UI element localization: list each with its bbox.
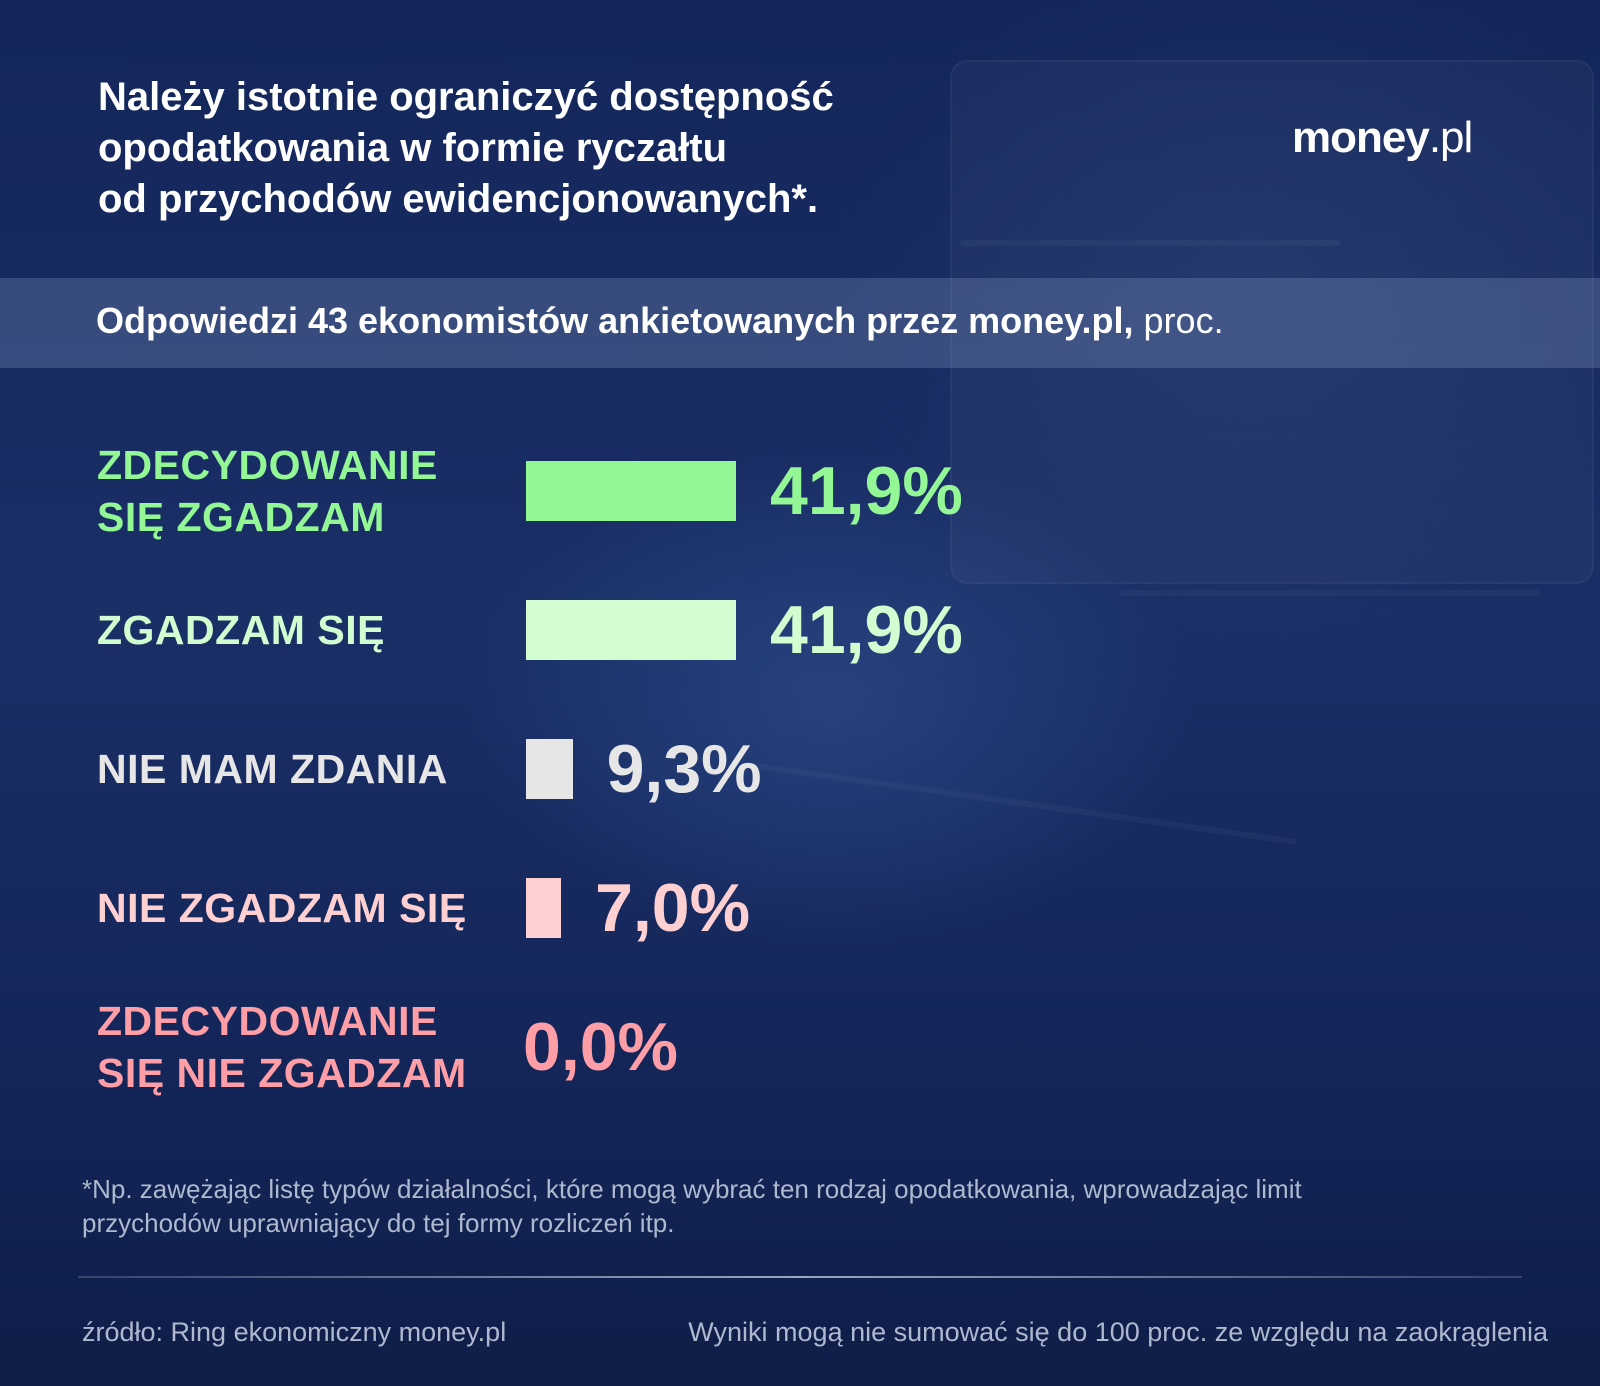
- category-label: ZGADZAM SIĘ: [97, 607, 385, 653]
- category-label: ZDECYDOWANIE SIĘ ZGADZAM: [97, 442, 438, 540]
- footnote: *Np. zawężając listę typów działalności,…: [82, 1174, 1302, 1238]
- value-label: 41,9%: [770, 592, 963, 668]
- money-pl-logo: money.pl: [1292, 113, 1473, 163]
- bar: [526, 739, 573, 799]
- background-decor-line: [960, 240, 1340, 246]
- rounding-note: Wyniki mogą nie sumować się do 100 proc.…: [688, 1317, 1548, 1347]
- background-decor-line: [1120, 590, 1540, 596]
- value-label: 9,3%: [606, 731, 762, 807]
- chart-title: Należy istotnie ograniczyć dostępność op…: [98, 75, 834, 221]
- background-monitor-shape: [950, 60, 1594, 584]
- subtitle-band: Odpowiedzi 43 ekonomistów ankietowanych …: [0, 278, 1600, 368]
- value-label: 7,0%: [595, 870, 751, 946]
- footer-divider: [78, 1276, 1522, 1278]
- subtitle-unit: proc.: [1133, 300, 1224, 341]
- bar: [526, 600, 736, 660]
- subtitle-bold: Odpowiedzi 43 ekonomistów ankietowanych …: [96, 300, 1134, 341]
- value-label: 0,0%: [523, 1009, 678, 1085]
- bar: [526, 878, 562, 938]
- category-label: NIE ZGADZAM SIĘ: [97, 885, 467, 931]
- value-label: 41,9%: [770, 453, 963, 529]
- background-decor-line: [742, 761, 1297, 845]
- category-label: NIE MAM ZDANIA: [97, 746, 448, 792]
- chart-subtitle: Odpowiedzi 43 ekonomistów ankietowanych …: [96, 300, 1224, 342]
- logo-pl-text: .pl: [1428, 113, 1473, 162]
- category-label: ZDECYDOWANIE SIĘ NIE ZGADZAM: [97, 998, 467, 1096]
- source-text: źródło: Ring ekonomiczny money.pl: [82, 1317, 507, 1347]
- logo-money-text: money: [1292, 113, 1430, 162]
- bar: [526, 461, 736, 521]
